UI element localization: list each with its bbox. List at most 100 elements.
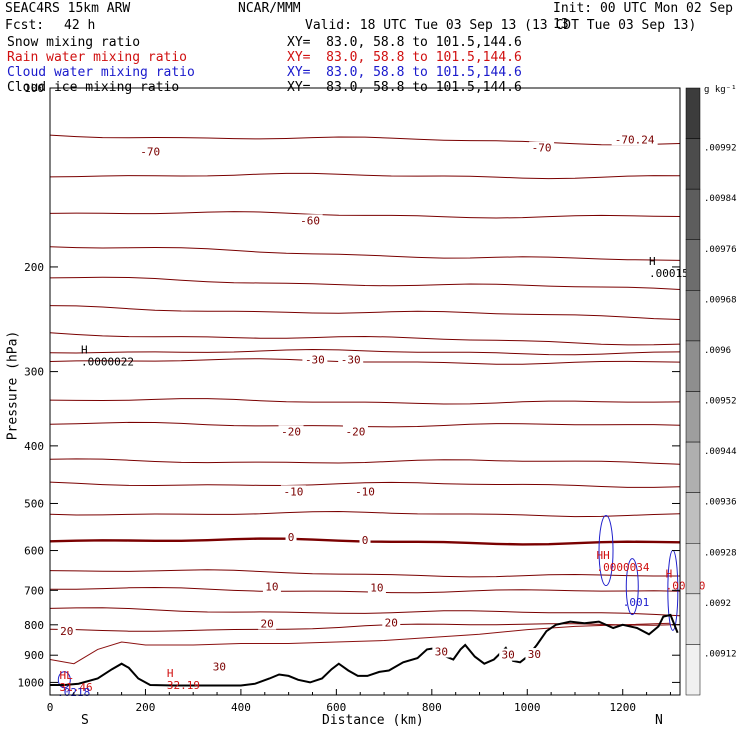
contour-label: -30 bbox=[305, 353, 325, 366]
colorbar-label: .00944 bbox=[704, 447, 737, 457]
isotherm--65 bbox=[49, 172, 681, 180]
forecast-hour: 42 h bbox=[64, 18, 96, 33]
contour-label-bg bbox=[210, 660, 229, 673]
extremum-value: 32.19 bbox=[167, 679, 200, 692]
contour-label-bg bbox=[525, 648, 544, 661]
y-tick-label: 300 bbox=[24, 366, 44, 379]
contour-label: 30 bbox=[435, 645, 448, 658]
contour-label: 30 bbox=[528, 648, 541, 661]
colorbar-label: .0092 bbox=[704, 599, 731, 609]
contour-label-bg bbox=[258, 617, 277, 630]
isotherm--60 bbox=[49, 211, 681, 219]
field-rain-xy: XY= 83.0, 58.8 to 101.5,144.6 bbox=[287, 50, 522, 65]
colorbar-bin bbox=[685, 87, 701, 139]
contour-label-bg bbox=[278, 425, 304, 438]
contour-label-bg bbox=[297, 214, 323, 227]
contour-label: -30 bbox=[341, 353, 361, 366]
x-tick-label: 200 bbox=[136, 701, 156, 714]
forecast-label: Fcst: bbox=[5, 18, 45, 33]
colorbar-bin bbox=[685, 239, 701, 291]
cloud-water-contour-1 bbox=[598, 515, 614, 587]
contour-label: -10 bbox=[283, 485, 303, 498]
colorbar-label: .00976 bbox=[704, 245, 737, 255]
extremum-value: .0000034 bbox=[596, 561, 649, 574]
colorbar-unit: g kg⁻¹ bbox=[704, 85, 737, 95]
x-tick-label: 1200 bbox=[609, 701, 636, 714]
valid-time: Valid: 18 UTC Tue 03 Sep 13 (13 CDT Tue … bbox=[305, 18, 697, 33]
contour-label: 10 bbox=[265, 581, 278, 594]
y-tick-label: 700 bbox=[24, 584, 44, 597]
x-axis-title: Distance (km) bbox=[322, 713, 424, 728]
plot-frame bbox=[49, 87, 681, 696]
extremum-marker: HL bbox=[60, 669, 74, 682]
extremum-marker: H bbox=[666, 567, 673, 580]
colorbar-label: .00952 bbox=[704, 397, 737, 407]
colorbar-label: .00984 bbox=[704, 194, 737, 204]
colorbar-label: .00928 bbox=[704, 548, 737, 558]
x-tick-label: 600 bbox=[326, 701, 346, 714]
field-rain-label: Rain water mixing ratio bbox=[7, 50, 188, 65]
colorbar-bin bbox=[685, 138, 701, 190]
north-label: N bbox=[655, 713, 663, 728]
contour-label: -70.24 bbox=[615, 133, 655, 146]
extremum-value: .001 bbox=[623, 596, 650, 609]
isotherm--5 bbox=[49, 510, 681, 518]
colorbar-bin bbox=[685, 593, 701, 645]
contour-label: 20 bbox=[385, 617, 398, 630]
header: SEAC4RS 15km ARW NCAR/MMM Init: 00 UTC M… bbox=[0, 0, 740, 95]
contour-label-bg bbox=[280, 485, 306, 498]
colorbar-label: .00912 bbox=[704, 649, 737, 659]
x-tick-label: 1000 bbox=[514, 701, 541, 714]
contour-label-bg bbox=[338, 353, 364, 366]
y-tick-label: 500 bbox=[24, 497, 44, 510]
isotherm--40 bbox=[49, 332, 681, 346]
contour-label-bg bbox=[352, 485, 378, 498]
x-tick-label: 400 bbox=[231, 701, 251, 714]
colorbar-bin bbox=[685, 543, 701, 595]
x-tick-label: 800 bbox=[422, 701, 442, 714]
contour-label: 10 bbox=[370, 582, 383, 595]
contour-label-bg bbox=[367, 581, 386, 594]
contour-label: 30 bbox=[502, 649, 515, 662]
y-axis-title: Pressure (hPa) bbox=[5, 330, 21, 441]
contour-label-bg bbox=[432, 645, 451, 658]
y-tick-label: 900 bbox=[24, 649, 44, 662]
field-cloud-water-xy: XY= 83.0, 58.8 to 101.5,144.6 bbox=[287, 65, 522, 80]
contour-label-bg bbox=[302, 353, 328, 366]
isotherm--55 bbox=[49, 246, 681, 261]
extremum-value: 31.46 bbox=[60, 681, 93, 694]
contour-label-bg bbox=[137, 145, 163, 158]
contour-label-bg bbox=[499, 648, 518, 661]
colorbar-label: .00936 bbox=[704, 498, 737, 508]
field-snow-label: Snow mixing ratio bbox=[7, 35, 141, 50]
y-tick-label: 800 bbox=[24, 619, 44, 632]
colorbar-label: .0096 bbox=[704, 346, 731, 356]
warm-boundary-contour bbox=[49, 622, 671, 665]
contour-label: -70 bbox=[532, 142, 552, 155]
extremum-value: .000150 bbox=[649, 267, 695, 280]
south-label: S bbox=[81, 713, 89, 728]
extremum-marker: H bbox=[649, 255, 656, 268]
y-tick-label: 400 bbox=[24, 440, 44, 453]
contour-label-bg bbox=[382, 616, 401, 629]
model-title: SEAC4RS 15km ARW bbox=[5, 1, 131, 16]
isotherm-20 bbox=[49, 623, 681, 632]
isotherm--15 bbox=[49, 458, 681, 465]
isotherm--50 bbox=[49, 276, 681, 290]
isotherm-10 bbox=[50, 586, 681, 594]
field-snow-xy: XY= 83.0, 58.8 to 101.5,144.6 bbox=[287, 35, 522, 50]
colorbar-label: .00992 bbox=[704, 144, 737, 154]
contour-label-bg bbox=[529, 141, 555, 154]
colorbar-bin bbox=[685, 340, 701, 392]
contour-label: -20 bbox=[281, 425, 301, 438]
contour-label: 20 bbox=[261, 618, 274, 631]
cloud-water-contour-2 bbox=[625, 558, 639, 616]
contour-label-bg bbox=[611, 133, 658, 146]
extremum-marker: H bbox=[167, 667, 174, 680]
isotherm--10 bbox=[49, 481, 681, 488]
colorbar-bin bbox=[685, 290, 701, 342]
contour-label: -10 bbox=[355, 485, 375, 498]
isotherm--70 bbox=[49, 134, 681, 146]
contour-label: 20 bbox=[60, 625, 73, 638]
